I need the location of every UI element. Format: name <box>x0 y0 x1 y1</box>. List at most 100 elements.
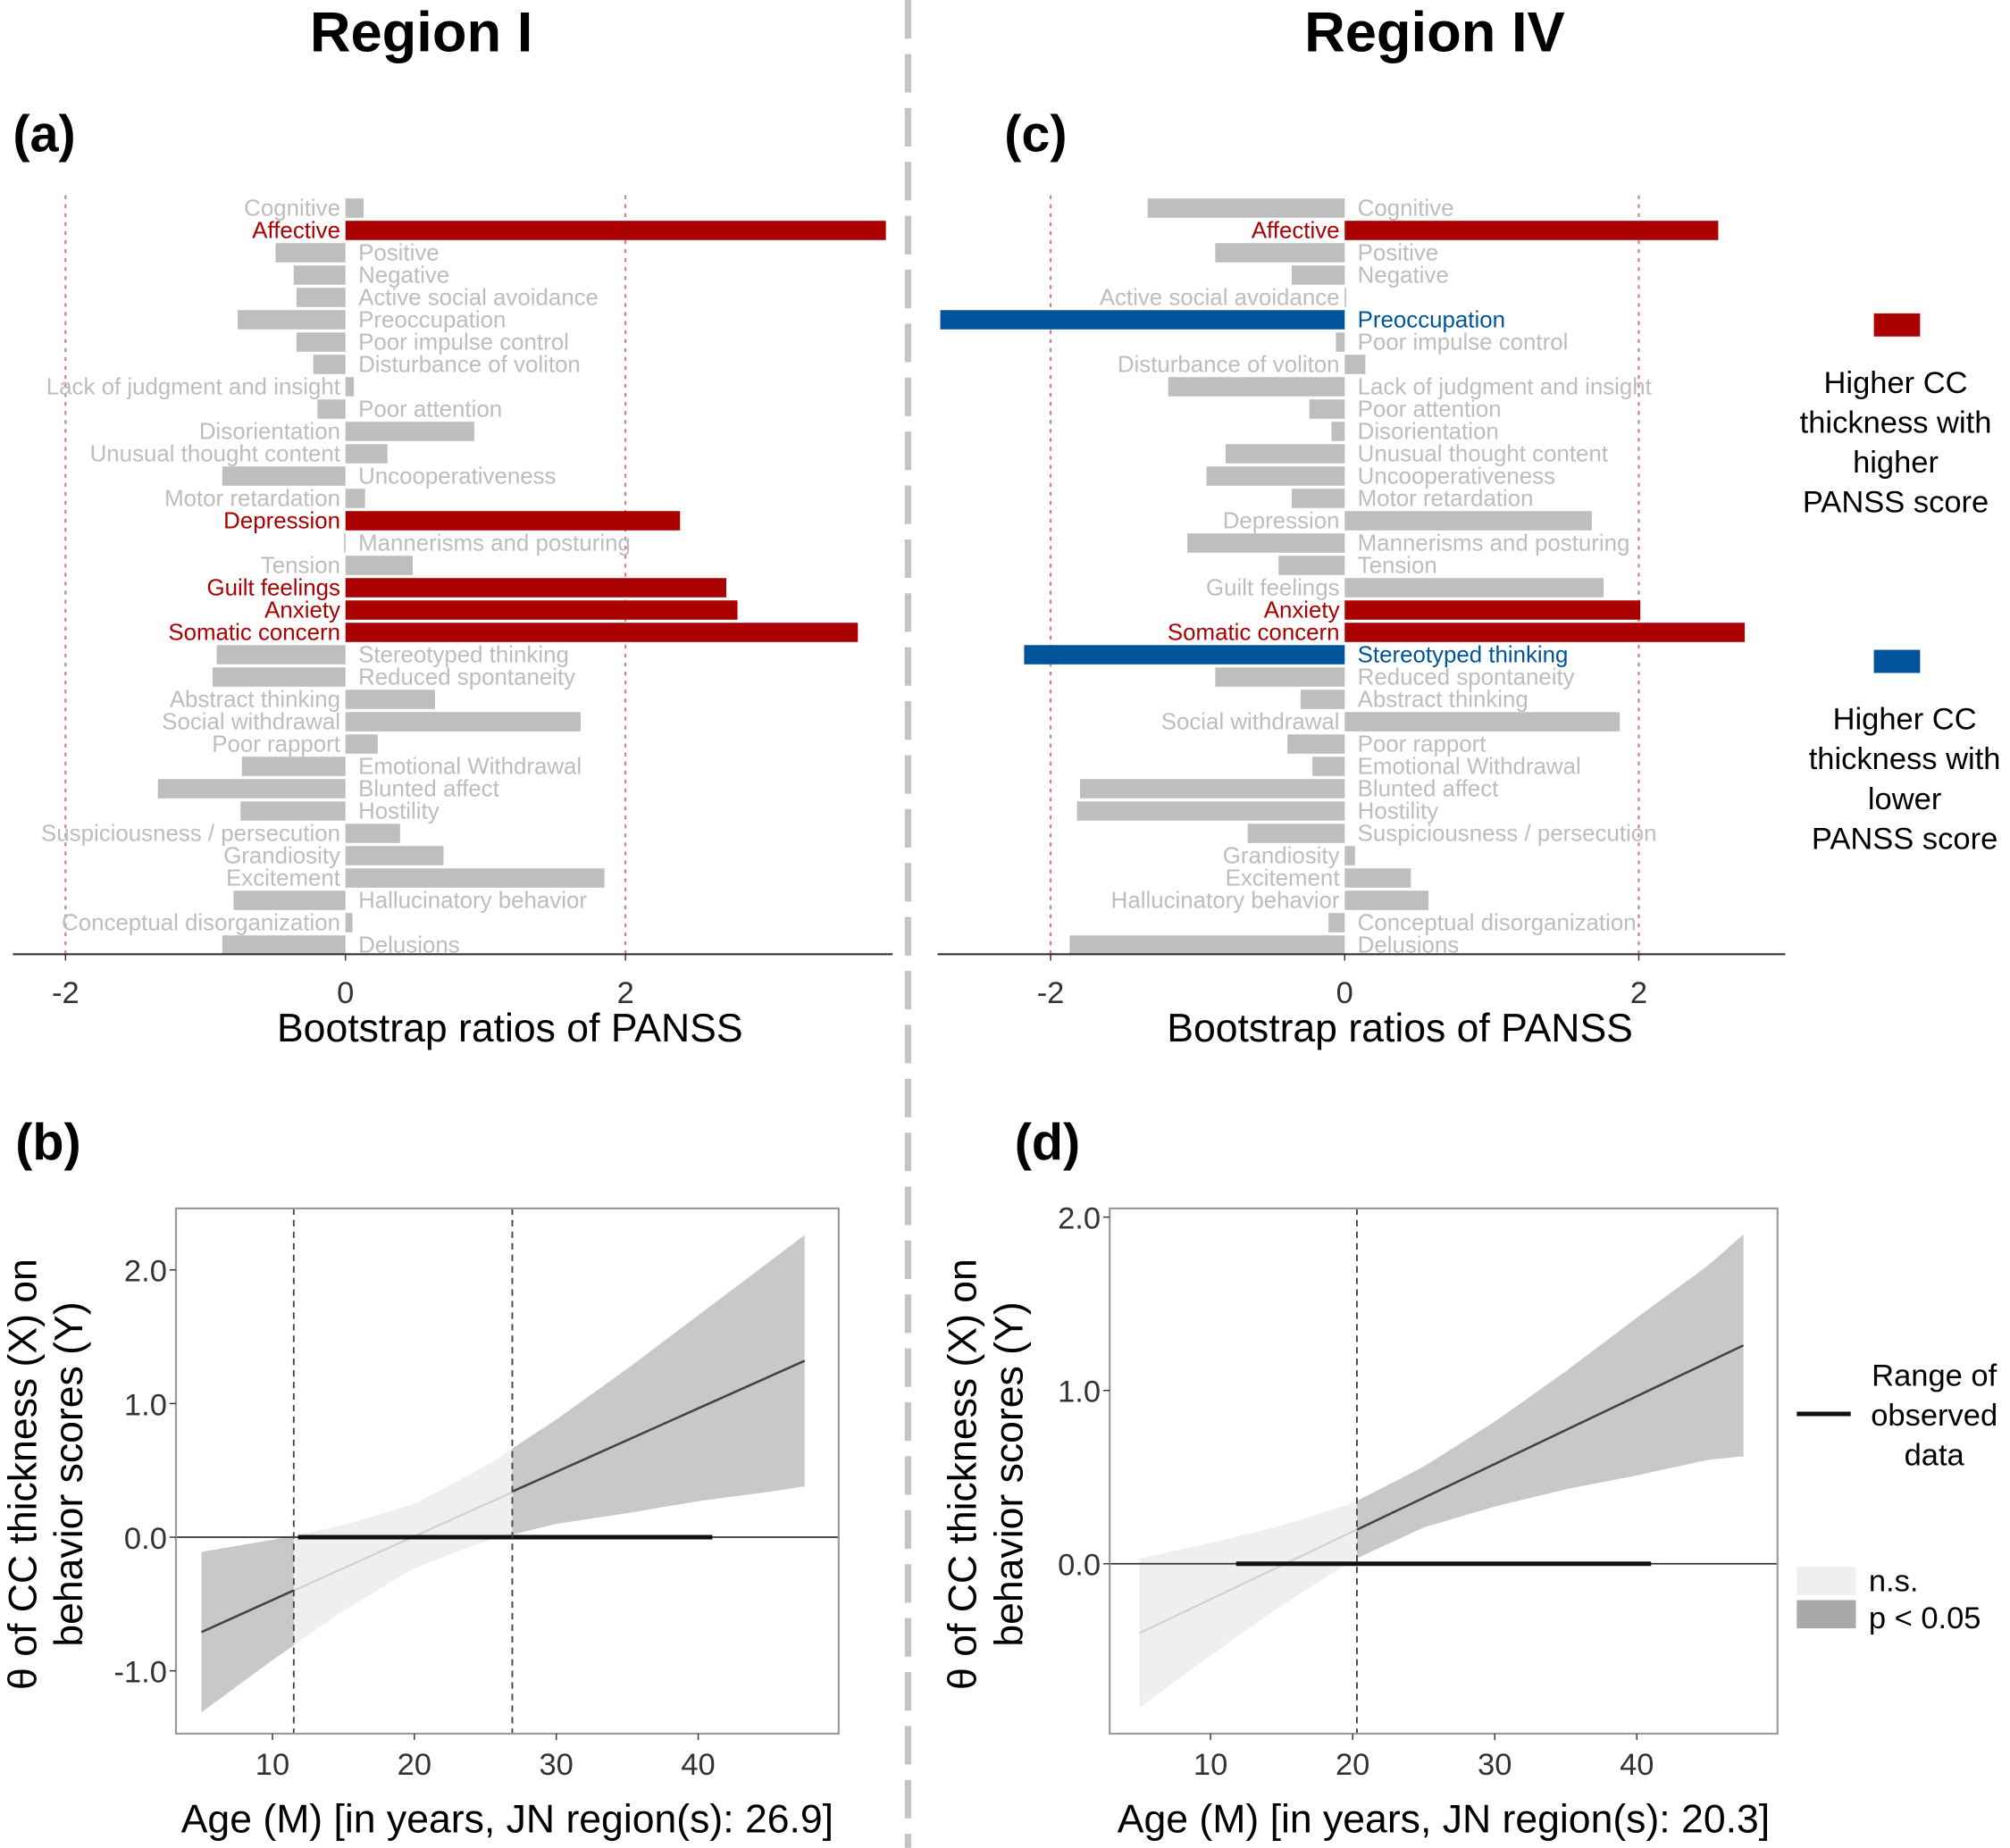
bar-suspiciousness-persecution <box>1247 824 1345 843</box>
bar-excitement <box>345 868 605 888</box>
y-tick-label: 0.0 <box>124 1522 167 1556</box>
plot-frame <box>174 1207 840 1735</box>
bar-emotional-withdrawal <box>1312 757 1345 776</box>
y-axis-title: θ of CC thickness (X) on <box>1 1258 45 1690</box>
legends: Higher CC thickness with higher PANSS score… <box>1796 313 2000 1635</box>
bar-label: Poor attention <box>1358 397 1502 422</box>
bar-motor-retardation <box>1292 489 1345 508</box>
y-tick-label: 2.0 <box>124 1255 167 1289</box>
y-tick-label: 1.0 <box>124 1388 167 1422</box>
y-axis-title: behavior scores (Y) <box>987 1301 1031 1646</box>
bar-label: Abstract thinking <box>170 688 340 713</box>
bar-label: Poor impulse control <box>358 330 569 355</box>
bar-grandiosity <box>345 846 444 865</box>
bar-abstract-thinking <box>345 690 436 709</box>
bar-preoccupation <box>940 310 1345 330</box>
bar-lack-of-judgment-and-insight <box>1168 377 1345 397</box>
y-tick-label: 1.0 <box>1058 1376 1101 1409</box>
bar-label: Motor retardation <box>164 487 340 512</box>
x-tick-label: -2 <box>52 976 80 1010</box>
bar-motor-retardation <box>345 489 365 508</box>
bar-label: Poor impulse control <box>1358 330 1569 355</box>
legend-swatch-higher <box>1873 313 1921 337</box>
bar-label: Social withdrawal <box>162 710 340 735</box>
bar-poor-impulse-control <box>296 332 346 352</box>
bar-label: Grandiosity <box>223 844 340 869</box>
bar-poor-impulse-control <box>1336 332 1345 352</box>
legend-label-lower: Higher CC <box>1833 703 1977 737</box>
bar-label: Disturbance of voliton <box>358 353 581 378</box>
y-tick-label: -1.0 <box>113 1656 166 1690</box>
bar-social-withdrawal <box>1344 712 1621 732</box>
y-tick-label: 0.0 <box>1058 1549 1101 1583</box>
legend-label-higher: PANSS score <box>1803 486 1989 520</box>
ci-band-significant <box>512 1234 805 1535</box>
bar-poor-attention <box>1309 399 1345 419</box>
legend-label-lower: lower <box>1868 782 1941 816</box>
bar-disorientation <box>345 422 474 441</box>
legend-swatch-significant <box>1796 1600 1856 1629</box>
ci-band-significant <box>1356 1234 1744 1559</box>
bar-label: Unusual thought content <box>1358 442 1608 467</box>
bar-label: Suspiciousness / persecution <box>1358 822 1657 847</box>
bar-label: Reduced spontaneity <box>1358 665 1575 690</box>
plot-frame <box>1109 1207 1779 1735</box>
line-chart-d: 10 20 30 40 0.0 1.0 2.0 Age (M) [in years, JN r… <box>942 1202 1779 1842</box>
bar-grandiosity <box>1344 846 1355 865</box>
legend-range-label: observed <box>1871 1399 1997 1433</box>
panel-label-c: (c) <box>1004 106 1067 163</box>
legend-swatch-lower <box>1873 649 1921 673</box>
bar-conceptual-disorganization <box>345 913 353 932</box>
bar-label: Poor rapport <box>212 732 340 757</box>
bar-label: Negative <box>358 263 449 288</box>
legend-ns-label: n.s. <box>1869 1564 1919 1598</box>
bar-label: Stereotyped thinking <box>358 643 569 668</box>
bar-emotional-withdrawal <box>241 757 346 776</box>
bar-label: Uncooperativeness <box>358 464 556 489</box>
bar-label: Preoccupation <box>1358 308 1505 333</box>
bar-poor-rapport <box>1287 734 1345 754</box>
legend-label-lower: PANSS score <box>1812 822 1997 856</box>
y-axis-title: θ of CC thickness (X) on <box>942 1258 985 1690</box>
bar-blunted-affect <box>1079 779 1345 799</box>
bar-label: Positive <box>358 241 440 266</box>
bar-poor-attention <box>317 399 346 419</box>
bar-hallucinatory-behavior <box>233 891 346 910</box>
bar-label: Active social avoidance <box>358 286 599 311</box>
bar-label: Depression <box>1223 509 1340 534</box>
bar-label: Affective <box>1252 219 1340 244</box>
bar-label: Depression <box>223 509 340 534</box>
bar-label: Affective <box>252 219 340 244</box>
bar-label: Unusual thought content <box>90 442 340 467</box>
bar-poor-rapport <box>345 734 378 754</box>
title-region-right: Region IV <box>1304 2 1565 64</box>
x-tick-label: 40 <box>1620 1748 1654 1782</box>
bar-label: Hallucinatory behavior <box>358 889 587 914</box>
bar-label: Conceptual disorganization <box>1358 911 1637 936</box>
ci-band-significant <box>201 1535 294 1713</box>
x-tick-label: 20 <box>398 1748 431 1782</box>
bar-label: Tension <box>261 554 340 579</box>
bar-label: Somatic concern <box>168 621 340 646</box>
bar-tension <box>345 556 413 575</box>
legend-label-higher: higher <box>1853 446 1939 480</box>
panel-label-a: (a) <box>13 106 75 163</box>
bar-label: Disturbance of voliton <box>1118 353 1340 378</box>
bar-negative <box>1292 265 1345 285</box>
bar-abstract-thinking <box>1300 690 1345 709</box>
bar-delusions <box>222 935 346 955</box>
bar-active-social-avoidance <box>1344 288 1346 307</box>
x-tick-label: 10 <box>255 1748 289 1782</box>
bar-blunted-affect <box>157 779 346 799</box>
bar-hostility <box>1076 801 1345 821</box>
bar-label: Mannerisms and posturing <box>358 531 631 556</box>
bar-label: Anxiety <box>264 598 340 623</box>
x-tick-label: 30 <box>540 1748 574 1782</box>
x-axis-title: Age (M) [in years, JN region(s): 20.3] <box>1118 1798 1770 1842</box>
bar-hallucinatory-behavior <box>1344 891 1429 910</box>
bar-excitement <box>1344 868 1411 888</box>
bar-label: Cognitive <box>244 197 340 222</box>
panel-label-d: (d) <box>1015 1114 1080 1171</box>
x-tick-label: 20 <box>1336 1748 1369 1782</box>
bar-uncooperativeness <box>222 466 346 486</box>
